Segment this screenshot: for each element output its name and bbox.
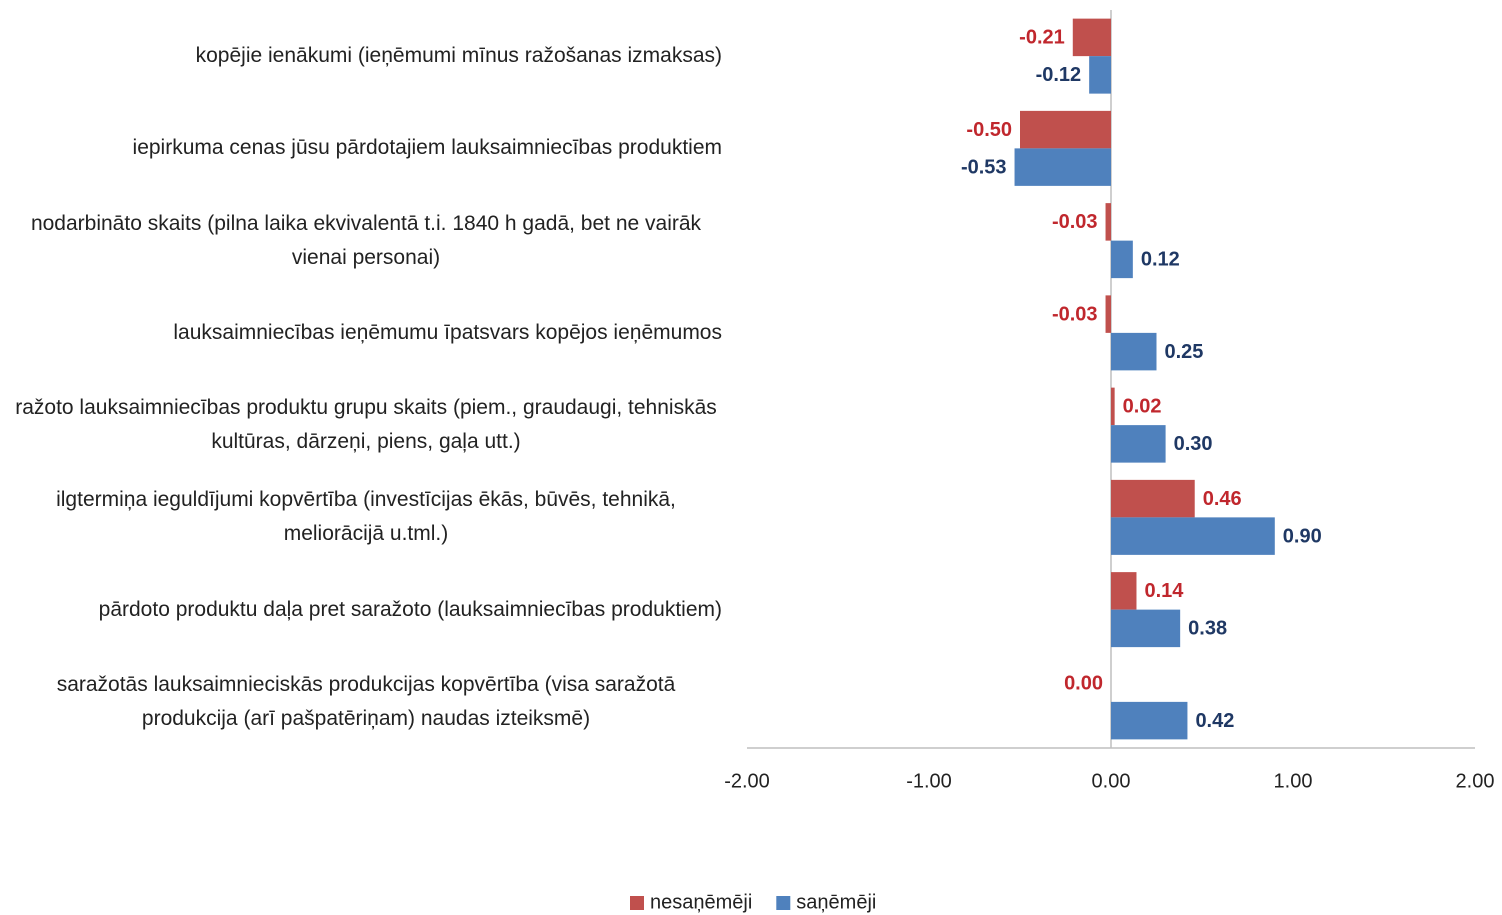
category-text: iepirkuma cenas jūsu pārdotajiem lauksai… — [132, 136, 722, 160]
category-label: iepirkuma cenas jūsu pārdotajiem lauksai… — [10, 131, 722, 165]
legend-label: saņēmēji — [796, 891, 876, 913]
category-text: lauksaimniecības ieņēmumu īpatsvars kopē… — [173, 320, 722, 344]
category-label: kopējie ienākumi (ieņēmumi mīnus ražošan… — [10, 39, 722, 73]
value-label: 0.00 — [1064, 672, 1103, 694]
bar — [1111, 572, 1137, 610]
category-text: ilgtermiņa ieguldījumi kopvērtība (inves… — [56, 488, 676, 546]
category-text: saražotās lauksaimnieciskās produkcijas … — [56, 672, 676, 730]
bar — [1111, 332, 1157, 371]
x-tick-label: -1.00 — [906, 770, 952, 792]
value-label: -0.50 — [966, 119, 1012, 141]
value-label: 0.38 — [1188, 618, 1227, 640]
value-label: 0.46 — [1203, 488, 1242, 510]
bar — [1111, 517, 1275, 555]
category-label: ilgtermiņa ieguldījumi kopvērtība (inves… — [10, 483, 722, 551]
category-text: kopējie ienākumi (ieņēmumi mīnus ražošan… — [195, 44, 722, 68]
bar — [1111, 387, 1115, 426]
category-label: saražotās lauksaimnieciskās produkcijas … — [10, 668, 722, 736]
value-label: -0.21 — [1019, 27, 1065, 49]
bar — [1105, 203, 1111, 241]
category-text: pārdoto produktu daļa pret saražoto (lau… — [98, 597, 722, 621]
value-label: 0.12 — [1141, 249, 1180, 271]
value-label: 0.90 — [1283, 525, 1322, 547]
bar — [1072, 18, 1111, 57]
bar — [1111, 609, 1181, 648]
x-tick-label: 0.00 — [1092, 770, 1131, 792]
bar — [1105, 295, 1111, 333]
category-text: nodarbināto skaits (pilna laika ekvivale… — [30, 211, 702, 269]
category-label: ražoto lauksaimniecības produktu grupu s… — [10, 391, 722, 459]
bar — [1111, 240, 1133, 279]
value-label: 0.14 — [1144, 580, 1184, 602]
value-label: 0.25 — [1165, 341, 1204, 363]
x-tick-label: -2.00 — [724, 770, 770, 792]
value-label: -0.03 — [1052, 303, 1098, 325]
value-label: 0.30 — [1174, 433, 1213, 455]
category-label: pārdoto produktu daļa pret saražoto (lau… — [10, 593, 722, 627]
bar — [1111, 425, 1166, 463]
bar — [1111, 479, 1195, 518]
bar — [1020, 110, 1111, 149]
bar — [1014, 148, 1111, 186]
category-label: lauksaimniecības ieņēmumu īpatsvars kopē… — [10, 316, 722, 350]
category-text: ražoto lauksaimniecības produktu grupu s… — [15, 396, 717, 454]
bar — [1111, 701, 1188, 740]
x-tick-label: 2.00 — [1456, 770, 1495, 792]
value-label: 0.02 — [1123, 396, 1162, 418]
value-label: -0.53 — [961, 156, 1007, 178]
legend-swatch — [630, 896, 644, 910]
legend-label: nesaņēmēji — [650, 891, 752, 913]
value-label: 0.42 — [1195, 710, 1234, 732]
x-tick-label: 1.00 — [1274, 770, 1313, 792]
bar — [1089, 56, 1111, 94]
value-label: -0.03 — [1052, 211, 1098, 233]
category-label: nodarbināto skaits (pilna laika ekvivale… — [10, 207, 722, 275]
value-label: -0.12 — [1036, 64, 1082, 86]
legend-swatch — [776, 896, 791, 910]
